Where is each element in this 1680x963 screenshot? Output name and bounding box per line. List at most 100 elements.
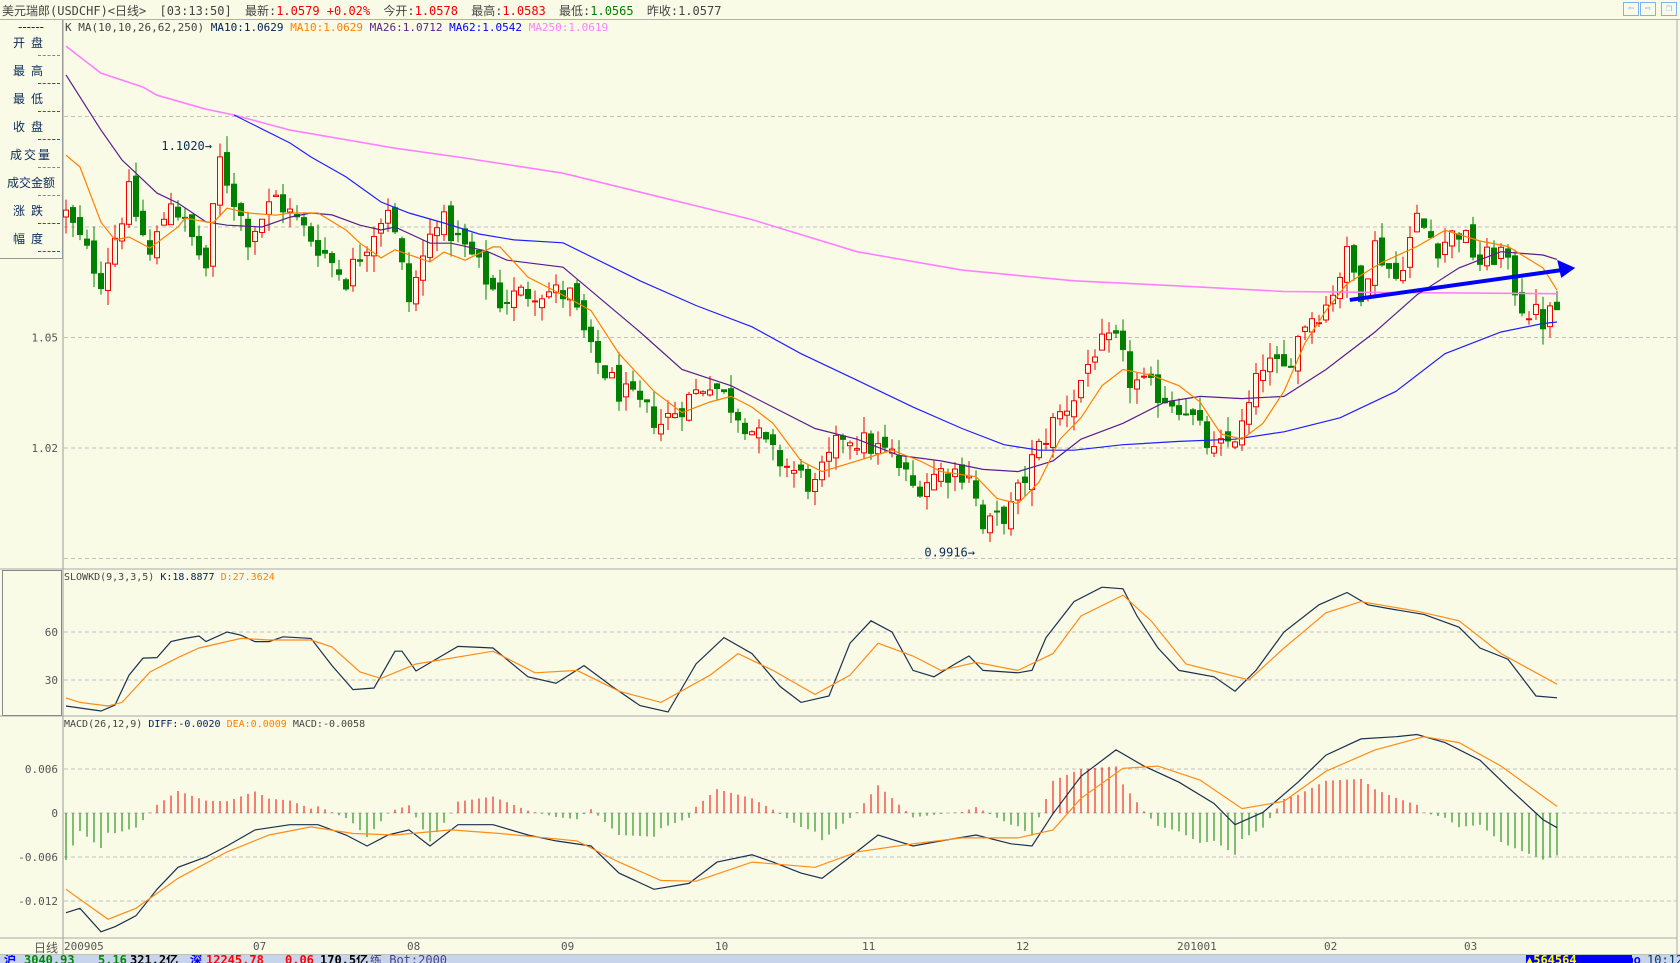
- candle-down[interactable]: [616, 364, 622, 402]
- trendline[interactable]: [1349, 267, 1564, 302]
- candle-up[interactable]: [609, 371, 615, 379]
- candle-up[interactable]: [63, 209, 69, 218]
- candle-up[interactable]: [434, 227, 440, 237]
- candle-down[interactable]: [714, 383, 720, 389]
- candle-up[interactable]: [1071, 400, 1077, 418]
- candle-down[interactable]: [448, 205, 454, 242]
- candle-up[interactable]: [924, 482, 930, 498]
- next-arrow-button[interactable]: ⇨: [1640, 2, 1656, 16]
- candle-up[interactable]: [1407, 237, 1413, 268]
- candle-up[interactable]: [1400, 270, 1406, 282]
- candle-up[interactable]: [1050, 417, 1056, 448]
- ticker-badge[interactable]: ▲564564: [1526, 955, 1632, 963]
- candle-down[interactable]: [84, 238, 90, 246]
- candle-down[interactable]: [742, 422, 748, 435]
- candle-down[interactable]: [525, 288, 531, 299]
- candle-up[interactable]: [987, 515, 993, 534]
- candle-down[interactable]: [1288, 365, 1294, 368]
- candle-up[interactable]: [756, 427, 762, 439]
- candle-down[interactable]: [336, 269, 342, 275]
- candle-down[interactable]: [770, 434, 776, 445]
- candle-down[interactable]: [91, 240, 97, 274]
- candle-down[interactable]: [973, 480, 979, 499]
- candle-up[interactable]: [826, 451, 832, 462]
- candle-down[interactable]: [903, 462, 909, 470]
- candle-down[interactable]: [980, 504, 986, 530]
- candle-down[interactable]: [1491, 247, 1497, 265]
- candle-up[interactable]: [931, 473, 937, 491]
- candle-down[interactable]: [651, 406, 657, 428]
- candle-up[interactable]: [161, 218, 167, 226]
- candle-down[interactable]: [231, 183, 237, 207]
- candle-up[interactable]: [112, 237, 118, 265]
- candle-up[interactable]: [364, 251, 370, 257]
- candle-down[interactable]: [224, 152, 230, 186]
- candle-up[interactable]: [833, 434, 839, 459]
- candle-up[interactable]: [427, 233, 433, 258]
- candle-up[interactable]: [749, 431, 755, 436]
- candle-down[interactable]: [1190, 409, 1196, 415]
- candle-up[interactable]: [1211, 446, 1217, 454]
- candle-down[interactable]: [1204, 421, 1210, 448]
- candle-down[interactable]: [357, 259, 363, 262]
- candle-down[interactable]: [588, 326, 594, 343]
- candle-up[interactable]: [1449, 230, 1455, 247]
- candle-up[interactable]: [693, 389, 699, 394]
- candle-up[interactable]: [1316, 322, 1322, 325]
- candle-down[interactable]: [1456, 233, 1462, 240]
- candle-up[interactable]: [875, 443, 881, 455]
- candle-down[interactable]: [1162, 397, 1168, 404]
- candle-up[interactable]: [791, 469, 797, 474]
- candle-down[interactable]: [910, 475, 916, 486]
- candle-up[interactable]: [672, 413, 678, 419]
- candle-down[interactable]: [140, 210, 146, 236]
- candle-down[interactable]: [1393, 262, 1399, 279]
- candle-down[interactable]: [1351, 245, 1357, 273]
- candle-up[interactable]: [1414, 212, 1420, 233]
- candle-up[interactable]: [784, 465, 790, 468]
- restore-window-button[interactable]: ❐: [1661, 2, 1677, 16]
- candle-up[interactable]: [1533, 303, 1539, 315]
- candle-up[interactable]: [252, 230, 258, 243]
- candle-down[interactable]: [343, 279, 349, 290]
- candle-down[interactable]: [280, 194, 286, 213]
- candle-down[interactable]: [882, 436, 888, 448]
- candle-down[interactable]: [133, 175, 139, 217]
- candle-down[interactable]: [630, 381, 636, 390]
- candle-down[interactable]: [203, 247, 209, 269]
- candle-up[interactable]: [1085, 364, 1091, 374]
- candle-down[interactable]: [245, 218, 251, 248]
- candle-down[interactable]: [1120, 330, 1126, 350]
- candle-down[interactable]: [322, 249, 328, 254]
- prev-arrow-button[interactable]: ⇦: [1623, 2, 1639, 16]
- candle-down[interactable]: [329, 253, 335, 264]
- candle-up[interactable]: [126, 181, 132, 225]
- candle-up[interactable]: [854, 448, 860, 451]
- candle-up[interactable]: [1442, 241, 1448, 256]
- candle-down[interactable]: [98, 273, 104, 290]
- candle-up[interactable]: [1344, 246, 1350, 283]
- candle-up[interactable]: [539, 298, 545, 309]
- candle-down[interactable]: [602, 365, 608, 379]
- candle-down[interactable]: [315, 240, 321, 256]
- candle-down[interactable]: [721, 389, 727, 393]
- candle-down[interactable]: [735, 411, 741, 421]
- candle-down[interactable]: [189, 214, 195, 238]
- candle-down[interactable]: [1358, 265, 1364, 303]
- candle-up[interactable]: [350, 258, 356, 287]
- candle-up[interactable]: [546, 291, 552, 298]
- candle-down[interactable]: [196, 235, 202, 256]
- candle-up[interactable]: [665, 412, 671, 418]
- candle-down[interactable]: [805, 468, 811, 492]
- candle-up[interactable]: [371, 236, 377, 257]
- candle-up[interactable]: [1008, 501, 1014, 530]
- candle-down[interactable]: [574, 283, 580, 308]
- candle-up[interactable]: [1099, 333, 1105, 351]
- candle-down[interactable]: [1505, 248, 1511, 258]
- candle-up[interactable]: [266, 201, 272, 215]
- candle-down[interactable]: [497, 282, 503, 309]
- candle-down[interactable]: [798, 464, 804, 471]
- candle-down[interactable]: [77, 217, 83, 236]
- candle-down[interactable]: [1127, 351, 1133, 388]
- candle-up[interactable]: [1330, 294, 1336, 305]
